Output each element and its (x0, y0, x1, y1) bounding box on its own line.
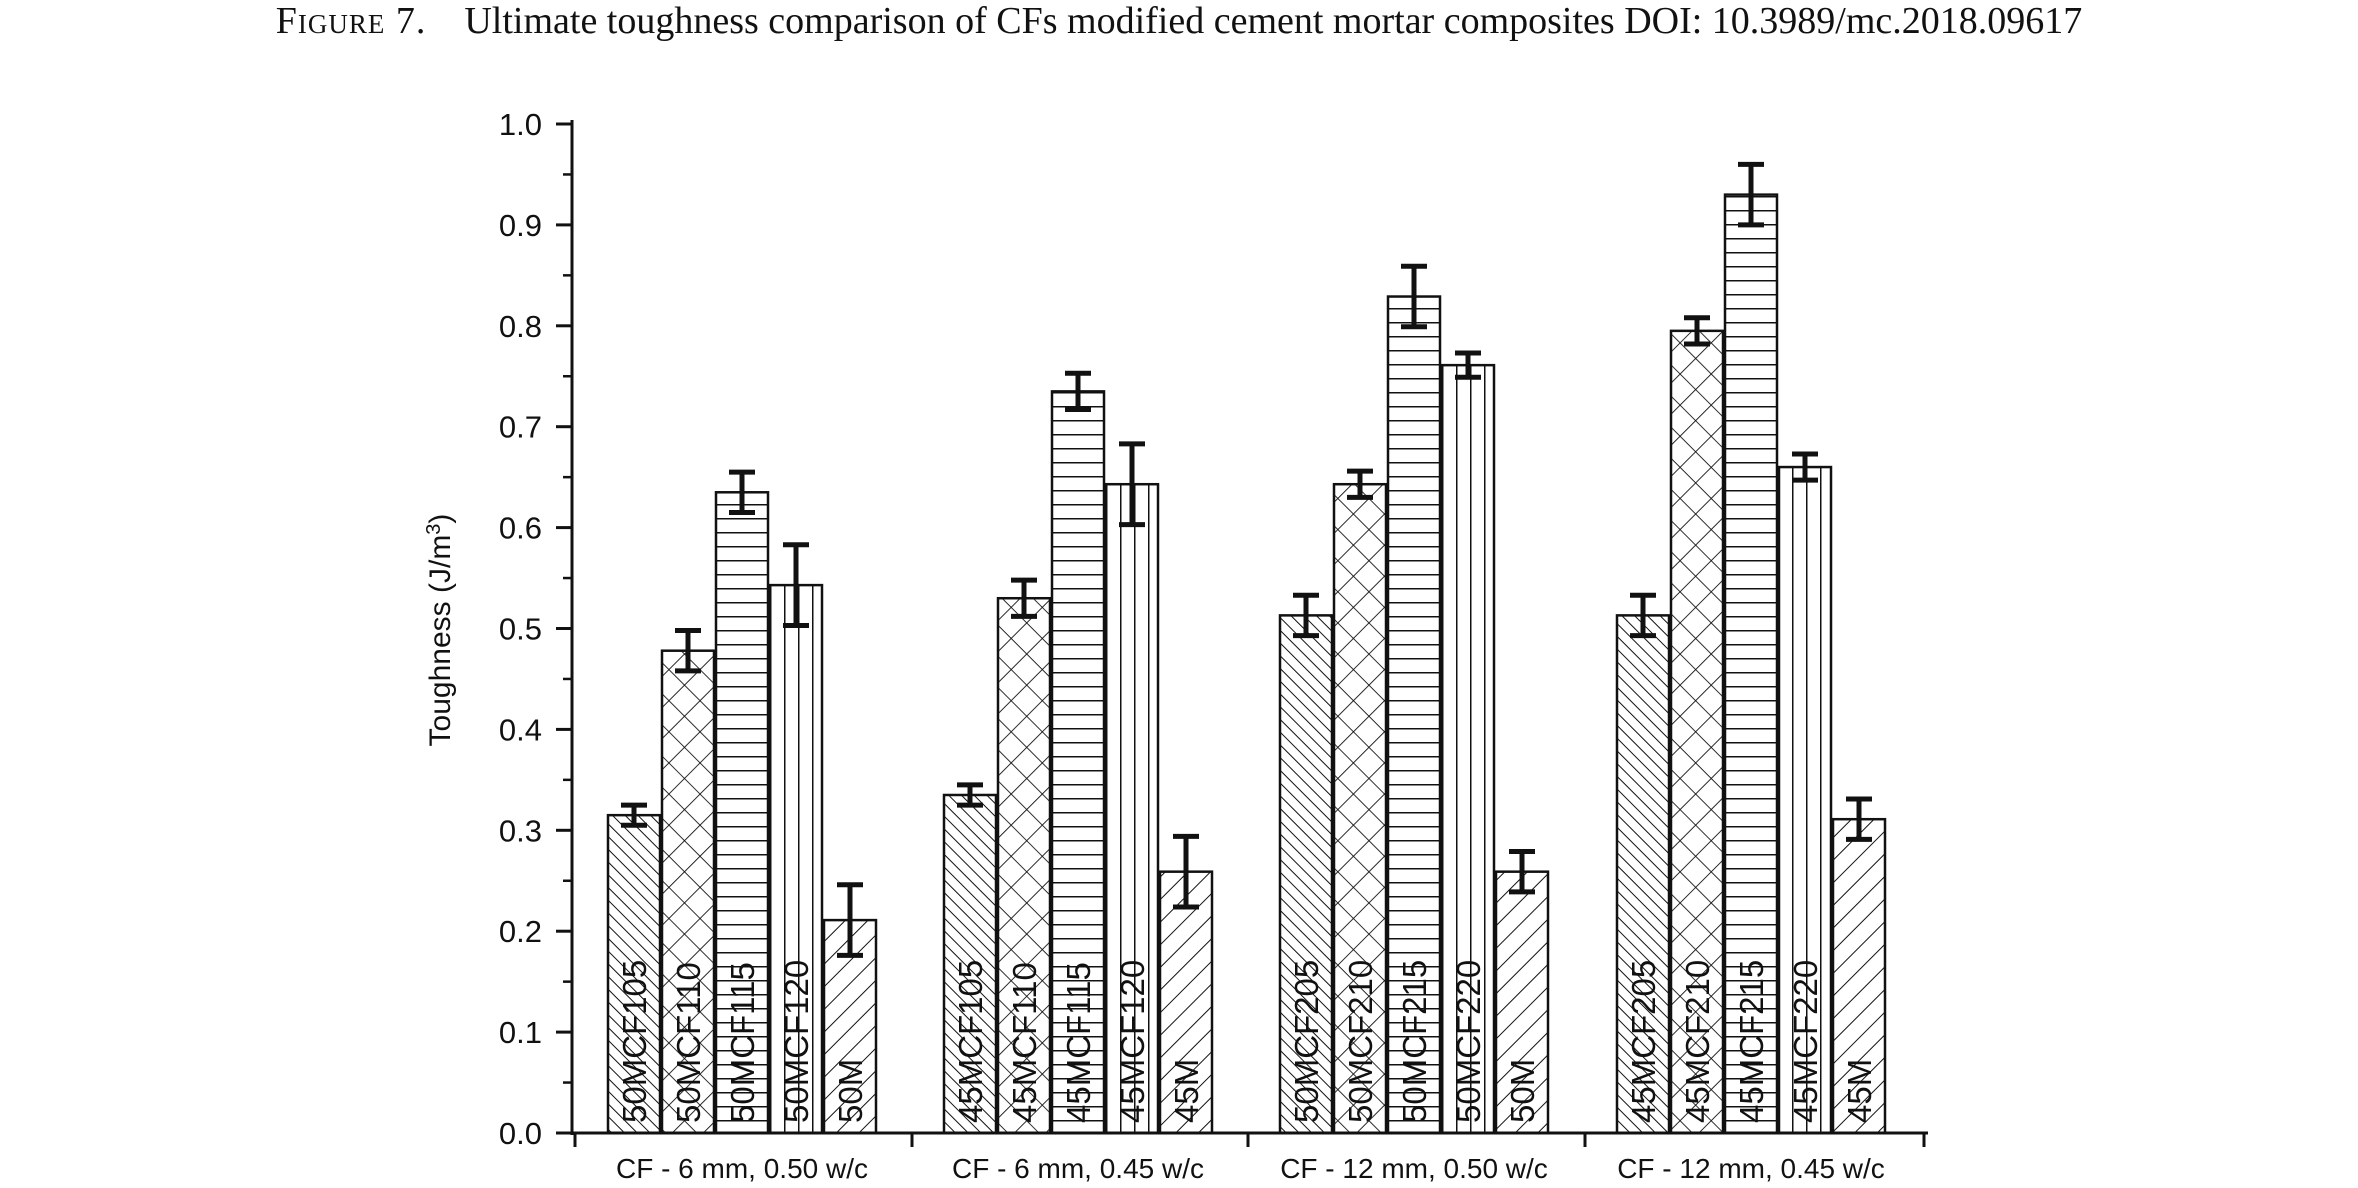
bar (1723, 193, 1779, 1135)
bar (1104, 482, 1160, 1135)
bar-label: 50MCF215 (1396, 960, 1433, 1123)
bar-label: 45MCF220 (1787, 960, 1824, 1123)
bar (942, 793, 998, 1135)
y-tick-label: 0.3 (499, 813, 542, 848)
bar-label: 45MCF105 (952, 960, 989, 1123)
x-group-label: CF - 12 mm, 0.50 w/c (1280, 1153, 1548, 1184)
bar (1831, 817, 1887, 1135)
bar (996, 596, 1052, 1135)
bar-groups: 50MCF105 50MCF110 50MCF115 50MCF120 50M 45MCF… (606, 161, 1887, 1135)
bar-label: 50M (832, 1059, 869, 1123)
bar-label: 45MCF115 (1060, 962, 1097, 1123)
bar-label: 50MCF105 (616, 960, 653, 1123)
figure-caption: Figure 7. Ultimate toughness comparison … (0, 0, 2358, 50)
bar (1158, 870, 1214, 1135)
svg-text:Toughness (J/m3): Toughness (J/m3) (423, 514, 457, 747)
y-axis-label: Toughness (J/m3) (423, 514, 457, 747)
bar (606, 813, 662, 1135)
y-tick-label: 0.6 (499, 511, 542, 546)
x-axis-group-labels: CF - 6 mm, 0.50 w/c CF - 6 mm, 0.45 w/c CF… (616, 1153, 1885, 1184)
bar-label: 50MCF115 (724, 962, 761, 1123)
axes (570, 120, 1928, 1147)
bar-label: 45MCF120 (1114, 960, 1151, 1123)
bar-group: 50MCF105 50MCF110 50MCF115 50MCF120 50M (606, 469, 878, 1135)
bar-label: 45MCF210 (1679, 960, 1716, 1123)
bar (1440, 363, 1496, 1135)
bar-group: 50MCF205 50MCF210 50MCF215 50MCF220 50M (1278, 263, 1550, 1135)
bar-label: 50MCF210 (1342, 960, 1379, 1123)
x-group-label: CF - 6 mm, 0.45 w/c (952, 1153, 1204, 1184)
y-tick-label: 0.0 (499, 1116, 542, 1151)
bar-label: 45MCF215 (1733, 960, 1770, 1123)
bar (660, 649, 716, 1135)
bar-label: 50MCF205 (1288, 960, 1325, 1123)
y-tick-label: 0.7 (499, 410, 542, 445)
caption-text: Ultimate toughness comparison of CFs mod… (464, 0, 2083, 42)
bar-label: 45M (1841, 1059, 1878, 1123)
bar-label: 50M (1504, 1059, 1541, 1123)
y-axis-ticks: 0.0 0.1 0.2 0.3 0.4 0.5 0.6 0.7 0.8 0.9 1.0 (499, 107, 572, 1151)
bar-label: 50MCF110 (670, 962, 707, 1123)
bar-label: 50MCF120 (778, 960, 815, 1123)
bar-group: 45MCF205 45MCF210 45MCF215 45MCF220 45M (1615, 161, 1887, 1135)
bar (768, 583, 824, 1135)
y-tick-label: 0.4 (499, 712, 542, 747)
y-tick-label: 0.2 (499, 914, 542, 949)
bar-label: 50MCF220 (1450, 960, 1487, 1123)
y-tick-label: 0.5 (499, 612, 542, 647)
y-tick-label: 0.8 (499, 309, 542, 344)
bar-label: 45MCF205 (1625, 960, 1662, 1123)
bar-label: 45MCF110 (1006, 962, 1043, 1123)
y-axis-label-superscript: 3 (423, 524, 445, 535)
bar-group: 45MCF105 45MCF110 45MCF115 45MCF120 45M (942, 370, 1214, 1135)
y-tick-label: 0.1 (499, 1015, 542, 1050)
y-tick-label: 1.0 (499, 107, 542, 142)
y-axis-label-main: Toughness (J/m (424, 535, 457, 747)
figure-label: Figure 7. (275, 0, 427, 42)
y-tick-label: 0.9 (499, 208, 542, 243)
bar-label: 45M (1168, 1059, 1205, 1123)
x-group-label: CF - 6 mm, 0.50 w/c (616, 1153, 868, 1184)
bar (1050, 390, 1106, 1135)
y-axis-label-close: ) (424, 514, 457, 524)
x-group-label: CF - 12 mm, 0.45 w/c (1617, 1153, 1885, 1184)
